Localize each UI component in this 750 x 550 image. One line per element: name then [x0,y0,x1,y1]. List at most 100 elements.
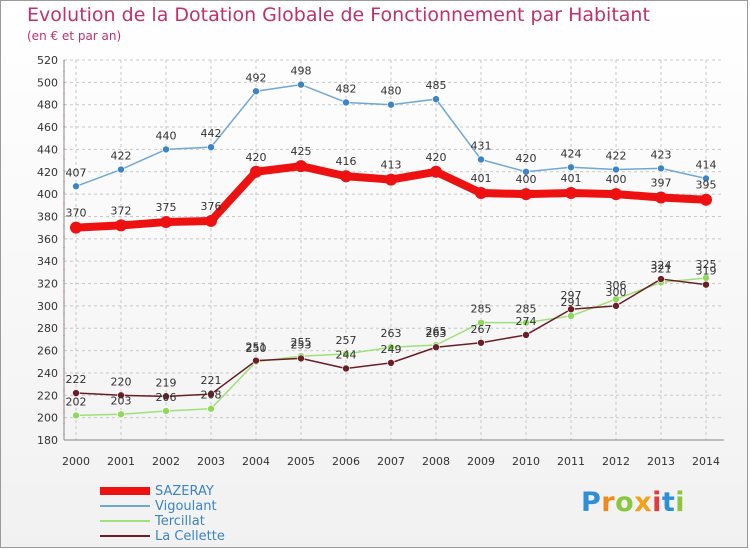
point-vigoulant-2012 [612,165,620,174]
data-label-la-cellette-2012: 300 [606,286,627,299]
point-tercillat-2010 [522,318,530,327]
point-vigoulant-2014 [702,174,710,183]
data-label-sazeray-2013: 397 [651,176,672,189]
y-tick-label-260: 260 [37,345,58,358]
x-tick-label-2004: 2004 [242,455,270,468]
data-label-sazeray-2011: 401 [561,172,582,185]
logo-letter-4: i [652,487,662,518]
data-label-la-cellette-2013: 324 [651,259,672,272]
point-sazeray-2010 [520,188,532,201]
data-label-la-cellette-2005: 253 [291,338,312,351]
point-sazeray-2013 [655,191,667,204]
x-tick-label-2013: 2013 [647,455,675,468]
x-tick-label-2008: 2008 [422,455,450,468]
y-tick-label-400: 400 [37,188,58,201]
data-label-la-cellette-2008: 263 [426,327,447,340]
x-tick-label-2005: 2005 [287,455,315,468]
data-label-tercillat-2006: 257 [336,334,357,347]
data-label-sazeray-2002: 375 [156,201,177,214]
data-label-vigoulant-2002: 440 [156,129,177,142]
point-la-cellette-2000 [72,389,80,397]
y-tick-label-480: 480 [37,99,58,112]
logo-letter-3: x [634,487,653,518]
data-label-la-cellette-2000: 222 [66,373,87,386]
x-tick-label-2010: 2010 [512,455,540,468]
point-tercillat-2000 [72,411,80,420]
data-label-tercillat-2001: 203 [111,394,132,407]
point-la-cellette-2008 [432,343,440,352]
data-label-la-cellette-2006: 244 [336,348,357,361]
point-sazeray-2001 [115,219,127,232]
data-label-tercillat-2013: 321 [651,262,672,275]
legend-swatch-la-cellette [100,535,150,537]
data-label-la-cellette-2009: 267 [471,323,492,336]
point-tercillat-2001 [117,410,125,419]
logo-letter-1: r [601,487,616,518]
x-tick-label-2011: 2011 [557,455,585,468]
point-la-cellette-2007 [387,359,395,367]
data-label-la-cellette-2007: 249 [381,343,402,356]
x-tick-label-2002: 2002 [152,455,180,468]
legend-swatch-sazeray [100,487,150,495]
point-la-cellette-2009 [477,338,485,347]
point-sazeray-2011 [565,187,577,199]
data-label-sazeray-2007: 413 [381,159,402,172]
y-tick-label-320: 320 [37,278,58,291]
point-sazeray-2005 [295,160,307,173]
x-tick-label-2012: 2012 [602,455,630,468]
point-sazeray-2002 [160,216,172,229]
y-tick-label-500: 500 [37,76,58,89]
point-vigoulant-2004 [252,87,260,96]
data-label-la-cellette-2004: 251 [246,341,267,354]
data-label-tercillat-2007: 263 [381,327,402,340]
point-la-cellette-2013 [657,275,665,283]
legend-swatch-vigoulant [100,505,150,507]
point-la-cellette-2005 [297,354,305,363]
point-tercillat-2003 [207,404,215,413]
point-la-cellette-2006 [342,364,350,373]
point-la-cellette-2002 [162,392,170,401]
point-sazeray-2008 [430,165,442,178]
y-tick-label-280: 280 [37,322,58,335]
data-label-vigoulant-2013: 423 [651,148,672,161]
data-label-la-cellette-2011: 297 [561,289,582,302]
data-label-vigoulant-2011: 424 [561,147,582,160]
data-label-tercillat-2004: 250 [246,342,267,355]
point-la-cellette-2012 [612,302,620,310]
point-vigoulant-2003 [207,143,215,151]
point-tercillat-2009 [477,318,485,327]
point-la-cellette-2010 [522,331,530,339]
data-label-sazeray-2009: 401 [471,172,492,185]
point-la-cellette-2004 [252,356,260,365]
data-label-tercillat-2003: 208 [201,389,222,402]
point-sazeray-2007 [385,173,397,186]
point-tercillat-2002 [162,407,170,415]
data-label-tercillat-2014: 325 [696,258,717,271]
y-tick-label-460: 460 [37,121,58,134]
legend-label-sazeray: SAZERAY [155,484,214,499]
point-sazeray-2014 [700,193,712,206]
legend-label-tercillat: Tercillat [155,514,205,529]
y-tick-label-220: 220 [37,389,58,402]
data-label-sazeray-2001: 372 [111,204,132,217]
y-tick-label-180: 180 [37,434,58,447]
data-label-sazeray-2000: 370 [66,207,87,220]
data-label-sazeray-2010: 400 [516,173,537,186]
y-tick-label-420: 420 [37,166,58,179]
data-label-sazeray-2003: 376 [201,200,222,213]
data-label-tercillat-2005: 255 [291,336,312,349]
y-tick-label-360: 360 [37,233,58,246]
point-vigoulant-2001 [117,165,125,174]
data-label-vigoulant-2009: 431 [471,139,492,152]
point-tercillat-2007 [387,343,395,352]
data-label-sazeray-2014: 395 [696,179,717,192]
data-label-la-cellette-2014: 319 [696,265,717,278]
data-label-sazeray-2005: 425 [291,145,312,158]
x-tick-label-2007: 2007 [377,455,405,468]
logo-letter-0: P [581,487,602,518]
y-tick-label-200: 200 [37,412,58,425]
data-label-tercillat-2011: 291 [561,296,582,309]
data-label-vigoulant-2012: 422 [606,150,627,163]
